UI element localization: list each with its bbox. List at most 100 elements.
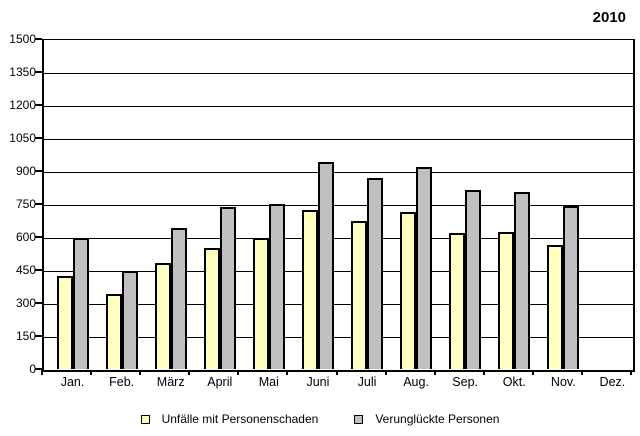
category-slot: [140, 39, 189, 369]
category-slot: [582, 39, 631, 369]
month-label: März: [156, 375, 185, 389]
month-label: Juli: [357, 375, 377, 389]
bar-group: [400, 166, 433, 369]
legend-marker-series-0: [140, 414, 150, 424]
bar-series-0: [56, 275, 73, 369]
year-label: 2010: [592, 9, 626, 26]
legend-item: Verunglückte Personen: [354, 412, 499, 426]
y-axis-tick: [35, 203, 42, 205]
month-label: Dez.: [599, 375, 626, 389]
gridline: [44, 105, 633, 107]
month-label: Sep.: [452, 375, 479, 389]
gridline: [44, 336, 633, 338]
bar-series-1: [465, 189, 482, 369]
bar-group: [301, 162, 334, 369]
gridline: [44, 138, 633, 140]
bar-series-1: [72, 238, 89, 369]
legend-item: Unfälle mit Personenschaden: [140, 412, 319, 426]
bar-series-0: [498, 231, 515, 369]
y-axis-label: 1350: [9, 65, 36, 79]
y-axis-tick: [35, 335, 42, 337]
x-axis-tick: [237, 370, 240, 375]
bar-group: [105, 271, 138, 369]
category-slot: [386, 39, 435, 369]
bar-group: [351, 177, 383, 369]
x-axis-tick: [139, 370, 142, 375]
bar-series-1: [514, 191, 531, 369]
y-axis-label: 150: [15, 329, 36, 343]
month-label: Jan.: [60, 375, 85, 389]
bar-series-1: [268, 204, 285, 369]
bar-series-1: [219, 207, 236, 369]
bar-series-0: [547, 244, 564, 369]
month-label: Okt.: [502, 375, 526, 389]
plot-area: [42, 39, 635, 372]
y-axis-label: 1050: [9, 131, 36, 145]
bar-series-1: [367, 177, 383, 369]
month-label: Feb.: [109, 375, 135, 389]
bar-group: [154, 228, 187, 369]
gridline: [44, 171, 633, 173]
y-axis-tick: [35, 104, 42, 106]
x-axis-labels: Jan. Feb. März April Mai Juni Juli Aug. Sep. Okt.…: [42, 375, 631, 389]
bars-layer: [42, 39, 631, 369]
y-axis-tick: [35, 269, 42, 271]
bar-series-1: [121, 271, 138, 369]
category-slot: [484, 39, 533, 369]
legend-label: Verunglückte Personen: [375, 412, 500, 426]
y-axis-label: 900: [15, 164, 36, 178]
bar-series-0: [449, 232, 466, 369]
bar-group: [498, 191, 531, 369]
month-label: Aug.: [403, 375, 429, 389]
gridline: [44, 237, 633, 239]
bar-series-0: [351, 220, 367, 369]
x-axis-tick: [188, 370, 191, 375]
bar-group: [449, 189, 482, 369]
x-axis-tick: [90, 370, 93, 375]
bar-group: [56, 238, 89, 369]
month-label: Nov.: [550, 375, 576, 389]
category-slot: [189, 39, 238, 369]
legend-marker-series-1: [354, 414, 364, 424]
month-label: Mai: [258, 375, 279, 389]
y-axis-label: 600: [15, 230, 36, 244]
category-slot: [435, 39, 484, 369]
y-axis-tick: [35, 38, 42, 40]
y-axis-label: 1500: [9, 32, 36, 46]
y-axis-label: 1200: [9, 98, 36, 112]
gridline: [44, 204, 633, 206]
x-axis-tick: [335, 370, 338, 375]
bar-series-1: [416, 166, 433, 369]
category-slot: [287, 39, 336, 369]
bar-series-0: [154, 263, 171, 369]
legend-label: Unfälle mit Personenschaden: [161, 412, 319, 426]
x-axis-tick: [531, 370, 534, 375]
y-axis-tick: [35, 236, 42, 238]
bar-series-1: [563, 206, 580, 369]
x-axis-tick: [482, 370, 485, 375]
x-axis-tick: [580, 370, 583, 375]
category-slot: [533, 39, 582, 369]
y-axis-tick: [35, 170, 42, 172]
y-axis-tick: [35, 71, 42, 73]
gridline: [44, 72, 633, 74]
x-axis-tick: [630, 370, 632, 375]
bar-group: [252, 204, 285, 369]
gridline: [44, 270, 633, 272]
x-axis-tick: [41, 370, 43, 375]
y-axis-label: 750: [15, 197, 36, 211]
month-label: Juni: [306, 375, 330, 389]
bar-series-0: [400, 211, 417, 369]
category-slot: [238, 39, 287, 369]
y-axis-tick: [35, 137, 42, 139]
category-slot: [336, 39, 385, 369]
y-axis-tick: [35, 368, 42, 370]
y-axis-label: 300: [15, 296, 36, 310]
y-axis-tick: [35, 302, 42, 304]
bar-series-0: [203, 248, 220, 369]
bar-series-0: [301, 209, 318, 369]
y-axis-label: 450: [15, 263, 36, 277]
legend: Unfälle mit Personenschaden Verunglückte …: [0, 412, 640, 426]
x-axis-tick: [384, 370, 387, 375]
y-axis-label: 0: [29, 362, 36, 376]
